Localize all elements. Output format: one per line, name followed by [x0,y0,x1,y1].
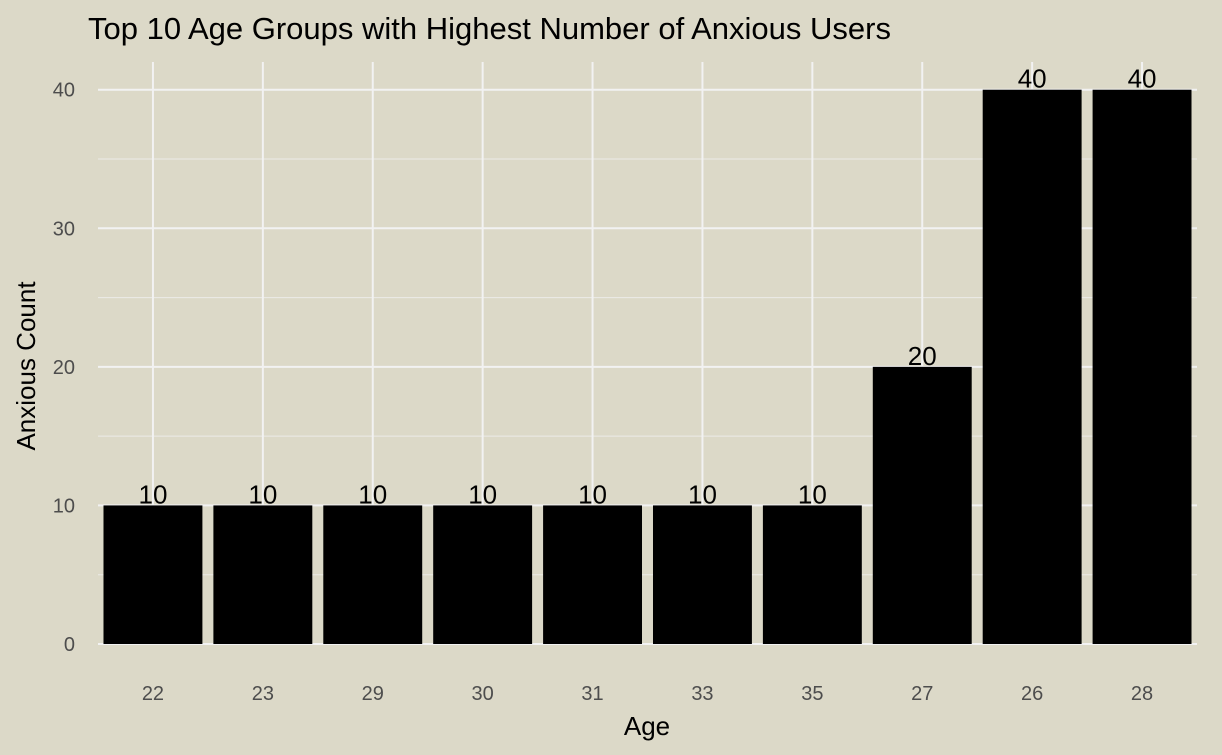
x-tick-label: 30 [472,683,494,705]
bar-value-label: 10 [358,479,387,509]
bar-value-label: 20 [908,341,937,371]
y-tick-label: 40 [53,80,75,102]
bar [323,505,423,644]
bar [433,505,533,644]
bar [652,505,752,644]
bar-value-label: 10 [798,479,827,509]
bar [982,89,1082,644]
x-tick-label: 31 [581,683,603,705]
x-tick-label: 26 [1021,683,1043,705]
bar-value-label: 10 [468,479,497,509]
bar [872,366,972,644]
bar-value-label: 40 [1128,64,1157,94]
y-tick-label: 10 [53,495,75,517]
chart-title: Top 10 Age Groups with Highest Number of… [88,11,891,46]
bar-value-label: 10 [248,479,277,509]
bar-value-label: 10 [138,479,167,509]
bar [543,505,643,644]
x-tick-label: 23 [252,683,274,705]
bar-value-label: 10 [688,479,717,509]
data-labels: 10 10 10 10 10 10 10 20 40 40 [138,64,1156,510]
y-tick-label: 30 [53,218,75,240]
bar [213,505,313,644]
x-axis-title: Age [624,711,670,741]
x-tick-label: 28 [1131,683,1153,705]
bars [103,89,1192,644]
bar-value-label: 10 [578,479,607,509]
x-tick-label: 22 [142,683,164,705]
y-tick-label: 0 [64,634,75,656]
bar [1092,89,1192,644]
bar-value-label: 40 [1018,64,1047,94]
x-tick-label: 33 [691,683,713,705]
x-axis-ticks: 22 23 29 30 31 33 35 27 26 28 [142,683,1153,705]
y-axis-title: Anxious Count [11,281,41,451]
x-tick-label: 29 [362,683,384,705]
y-tick-label: 20 [53,357,75,379]
bar [762,505,862,644]
x-tick-label: 27 [911,683,933,705]
bar [103,505,203,644]
x-tick-label: 35 [801,683,823,705]
y-axis-ticks: 0 10 20 30 40 [53,80,75,656]
